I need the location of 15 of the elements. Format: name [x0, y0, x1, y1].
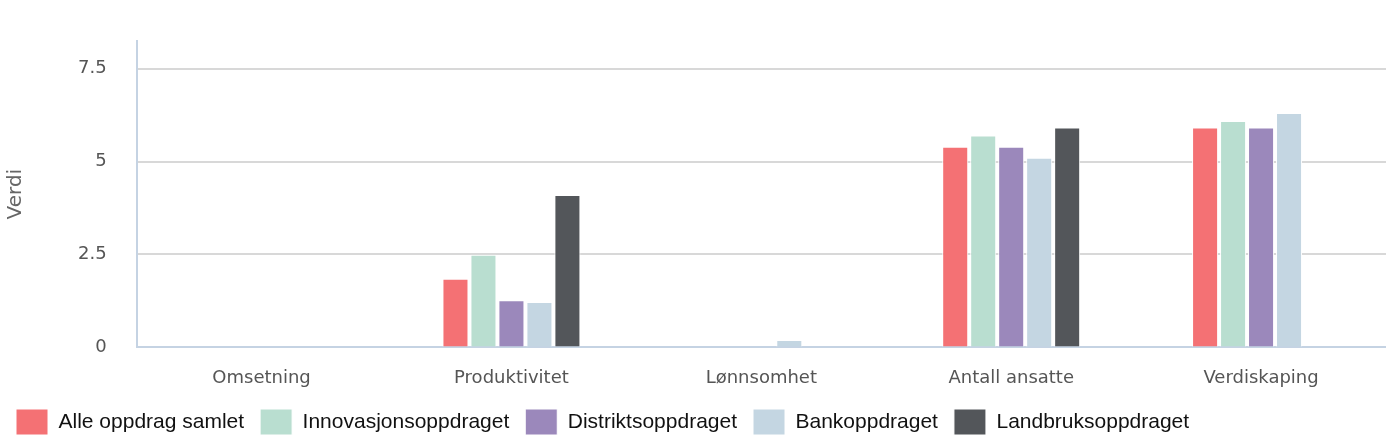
y-tick-label: 0	[95, 335, 107, 357]
x-tick-label: Verdiskaping	[1203, 365, 1319, 387]
y-tick-label: 2.5	[77, 242, 107, 264]
legend-label: Landbruksoppdraget	[996, 408, 1190, 432]
y-tick-label: 5	[95, 149, 107, 171]
legend-label: Alle oppdrag samlet	[58, 408, 245, 432]
x-tick-label: Antall ansatte	[948, 365, 1074, 387]
x-tick-label: Produktivitet	[454, 365, 569, 387]
x-tick-label: Omsetning	[212, 365, 311, 387]
legend-label: Innovasjonsoppdraget	[302, 408, 510, 432]
legend-label: Bankoppdraget	[795, 408, 939, 432]
y-tick-label: 7.5	[77, 56, 107, 78]
legend-label: Distriktsoppdraget	[567, 408, 738, 432]
y-axis-title: Verdi	[2, 168, 27, 220]
x-tick-label: Lønnsomhet	[705, 365, 817, 387]
